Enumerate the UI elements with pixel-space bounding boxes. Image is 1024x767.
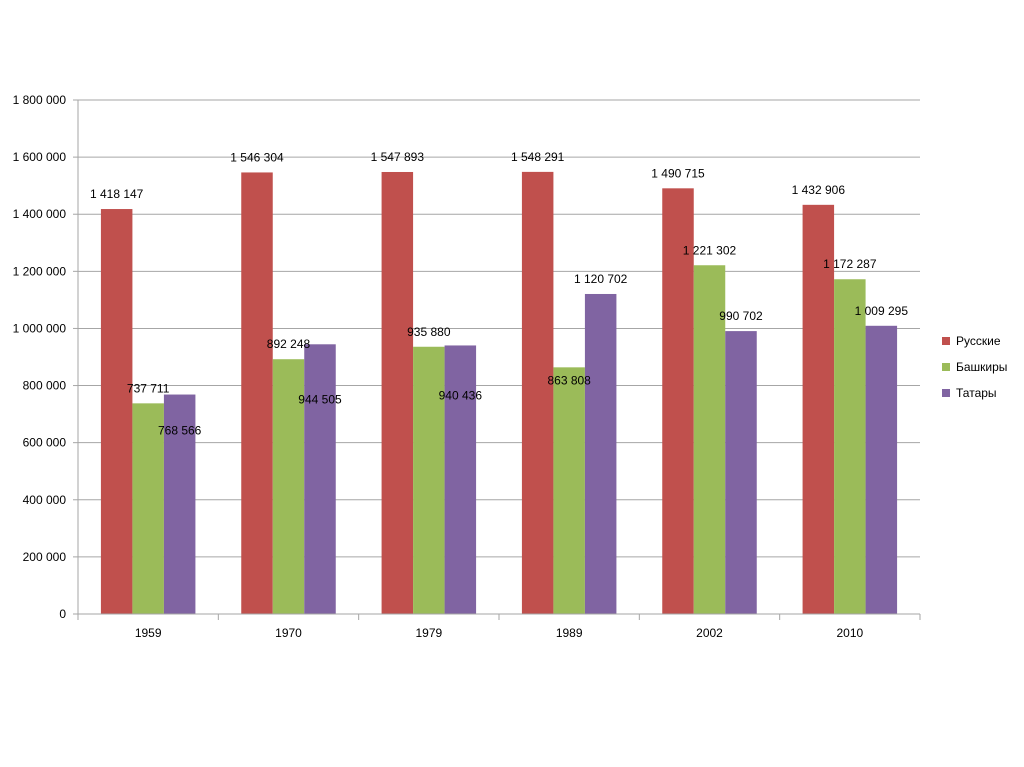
y-tick-label: 1 400 000 bbox=[13, 207, 67, 221]
y-tick-label: 1 000 000 bbox=[13, 321, 67, 335]
bar-Татары-1989 bbox=[584, 293, 617, 614]
bar-Башкиры-1970 bbox=[272, 359, 305, 614]
y-tick-label: 0 bbox=[59, 607, 66, 621]
bar-Русские-2002 bbox=[662, 188, 694, 614]
data-label: 1 432 906 bbox=[792, 183, 846, 197]
bar-Татары-2002 bbox=[725, 331, 757, 614]
bar-Русские-2010 bbox=[802, 204, 835, 614]
y-tick-label: 800 000 bbox=[23, 379, 67, 393]
data-label: 1 120 702 bbox=[574, 272, 628, 286]
x-tick-label: 1959 bbox=[135, 626, 162, 640]
data-label: 1 418 147 bbox=[90, 187, 144, 201]
data-label: 1 548 291 bbox=[511, 150, 565, 164]
bar-Татары-1970 bbox=[304, 344, 336, 614]
y-axis-tick-labels: 0 200 000 400 000 600 000 800 000 1 000 000 1 … bbox=[13, 93, 67, 621]
y-tick-label: 1 800 000 bbox=[13, 93, 67, 107]
data-label: 1 546 304 bbox=[230, 150, 284, 164]
bar-Башкиры-1959 bbox=[132, 403, 164, 614]
legend-label: Башкиры bbox=[956, 360, 1007, 374]
bar-Русские-1959 bbox=[100, 209, 133, 614]
bar-Русские-1979 bbox=[381, 171, 414, 615]
x-tick-label: 1970 bbox=[275, 626, 302, 640]
bar-Русские-1970 bbox=[241, 172, 273, 614]
gridlines bbox=[78, 99, 920, 558]
data-label: 863 808 bbox=[547, 373, 591, 387]
legend-swatch bbox=[942, 337, 950, 345]
y-tick-label: 1 600 000 bbox=[13, 150, 67, 164]
bar-Русские-1989 bbox=[521, 171, 554, 615]
bar-Башкиры-1989 bbox=[553, 367, 585, 614]
bar-Татары-1979 bbox=[444, 345, 477, 614]
legend: Русские Башкиры Татары bbox=[942, 334, 1007, 400]
legend-swatch bbox=[942, 389, 950, 397]
data-labels: 1 418 147 737 711 768 566 1 546 304 892 248 9… bbox=[90, 150, 908, 438]
data-label: 940 436 bbox=[439, 388, 483, 402]
bar-Башкиры-2010 bbox=[834, 279, 866, 614]
data-label: 1 547 893 bbox=[371, 150, 425, 164]
bar-Татары-1959 bbox=[163, 394, 196, 614]
data-label: 737 711 bbox=[127, 381, 170, 395]
data-label: 944 505 bbox=[298, 392, 342, 406]
data-label: 935 880 bbox=[407, 325, 451, 339]
y-tick-label: 600 000 bbox=[23, 436, 67, 450]
data-label: 990 702 bbox=[719, 309, 763, 323]
x-axis-tick-labels: 1959 1970 1979 1989 2002 2010 bbox=[135, 626, 864, 640]
legend-swatch bbox=[942, 363, 950, 371]
data-label: 1 490 715 bbox=[651, 166, 705, 180]
data-label: 1 221 302 bbox=[683, 243, 737, 257]
x-tick-label: 1989 bbox=[556, 626, 583, 640]
bars bbox=[100, 171, 898, 615]
y-tick-label: 400 000 bbox=[23, 493, 67, 507]
bar-Башкиры-1979 bbox=[413, 346, 445, 614]
bar-Татары-2010 bbox=[865, 325, 898, 614]
x-tick-label: 2002 bbox=[696, 626, 723, 640]
x-tick-label: 1979 bbox=[415, 626, 442, 640]
legend-label: Татары bbox=[956, 386, 997, 400]
bar-Башкиры-2002 bbox=[693, 265, 726, 614]
y-tick-label: 200 000 bbox=[23, 550, 67, 564]
legend-label: Русские bbox=[956, 334, 1001, 348]
y-tick-label: 1 200 000 bbox=[13, 264, 67, 278]
x-tick-label: 2010 bbox=[836, 626, 863, 640]
data-label: 1 009 295 bbox=[855, 304, 909, 318]
data-label: 768 566 bbox=[158, 424, 202, 438]
data-label: 892 248 bbox=[267, 337, 311, 351]
data-label: 1 172 287 bbox=[823, 257, 877, 271]
axes bbox=[73, 99, 921, 620]
